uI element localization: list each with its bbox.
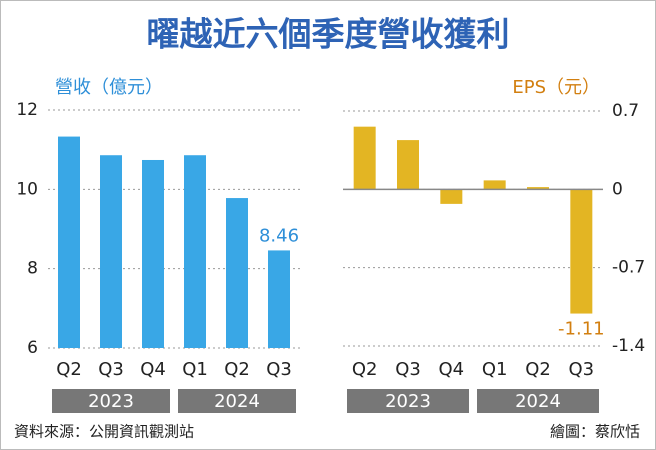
y-tick-label: -1.4: [612, 336, 645, 356]
y-tick-label: 6: [27, 338, 38, 358]
year-label: 2023: [385, 391, 431, 412]
year-band: [178, 389, 296, 413]
bar: [353, 126, 376, 190]
bar: [570, 189, 593, 314]
y-axis-label: 營收（億元）: [55, 77, 163, 98]
credit: 繪圖：蔡欣恬: [550, 423, 640, 441]
bar: [226, 198, 248, 348]
x-tick-label: Q3: [569, 359, 595, 380]
bar: [268, 250, 290, 348]
value-label: 8.46: [259, 225, 299, 246]
y-axis-label: EPS（元）: [512, 77, 600, 98]
year-label: 2024: [214, 391, 260, 412]
x-tick-label: Q2: [525, 359, 551, 380]
bar: [184, 155, 206, 348]
x-tick-label: Q1: [182, 359, 208, 380]
x-tick-label: Q2: [56, 359, 82, 380]
bar: [527, 187, 549, 190]
year-label: 2023: [88, 391, 134, 412]
y-tick-label: 8: [27, 259, 38, 279]
year-label: 2024: [515, 391, 561, 412]
x-tick-label: Q2: [224, 359, 250, 380]
bar: [142, 159, 164, 348]
bar: [58, 136, 80, 348]
year-band: [52, 389, 170, 413]
x-tick-label: Q3: [98, 359, 124, 380]
value-label: -1.11: [558, 319, 605, 340]
title: 曜越近六個季度營收獲利: [147, 15, 510, 54]
bar: [483, 180, 506, 190]
y-tick-label: -0.7: [612, 258, 645, 278]
bar: [440, 189, 463, 204]
x-tick-label: Q3: [266, 359, 292, 380]
year-band: [347, 389, 469, 413]
bar: [397, 140, 419, 190]
y-tick-label: 12: [16, 100, 38, 120]
x-tick-label: Q2: [352, 359, 378, 380]
y-tick-label: 10: [16, 179, 38, 199]
x-tick-label: Q4: [140, 359, 166, 380]
source: 資料來源：公開資訊觀測站: [14, 423, 194, 441]
bar: [100, 155, 122, 348]
y-tick-label: 0: [612, 179, 623, 199]
x-tick-label: Q1: [482, 359, 508, 380]
x-tick-label: Q4: [439, 359, 465, 380]
y-tick-label: 0.7: [612, 101, 639, 121]
year-band: [477, 389, 599, 413]
x-tick-label: Q3: [395, 359, 421, 380]
